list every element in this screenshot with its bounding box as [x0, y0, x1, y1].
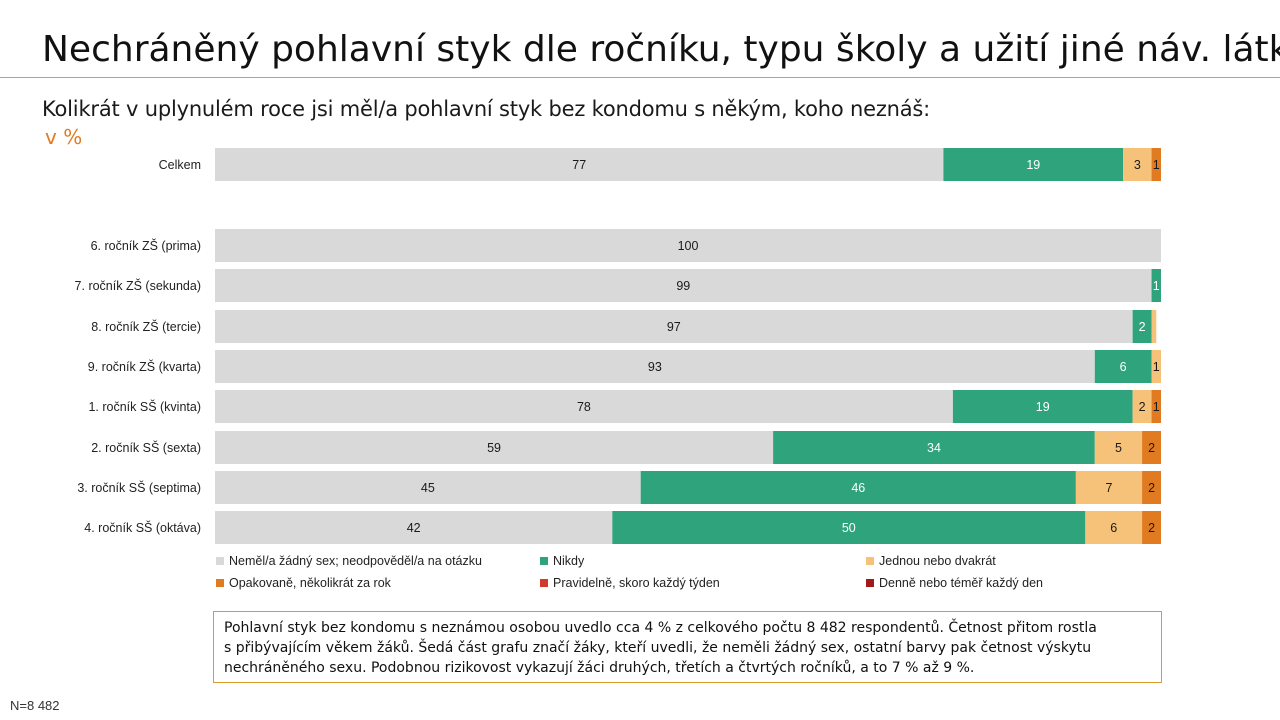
legend-item: Denně nebo téměř každý den — [866, 573, 1043, 593]
data-label: 2 — [1148, 481, 1155, 495]
data-label: 19 — [1026, 158, 1040, 172]
bar-segment — [215, 431, 774, 464]
legend-swatch — [866, 557, 874, 565]
legend-item: Nikdy — [540, 551, 584, 571]
chart-subtitle: Kolikrát v uplynulém roce jsi měl/a pohl… — [42, 97, 931, 121]
legend-item: Jednou nebo dvakrát — [866, 551, 996, 571]
bar-segment — [773, 431, 1095, 464]
category-label: 3. ročník SŠ (septima) — [77, 480, 201, 495]
data-label: 2 — [1139, 400, 1146, 414]
data-label: 5 — [1115, 441, 1122, 455]
data-label: 46 — [851, 481, 865, 495]
page-title: Nechráněný pohlavní styk dle ročníku, ty… — [42, 29, 1280, 70]
bar-segment — [1142, 431, 1161, 464]
note-line-3: nechráněného sexu. Podobnou rizikovost v… — [224, 660, 975, 676]
legend-label: Jednou nebo dvakrát — [879, 554, 996, 568]
bar-segment — [1151, 148, 1161, 181]
bar-segment — [215, 390, 953, 423]
legend-swatch — [866, 579, 874, 587]
data-label: 93 — [648, 360, 662, 374]
data-label: 97 — [667, 320, 681, 334]
category-label: 6. ročník ZŠ (prima) — [91, 238, 201, 253]
category-label: 1. ročník SŠ (kvinta) — [88, 399, 201, 414]
bar-segment — [640, 471, 1076, 504]
legend-swatch — [540, 579, 548, 587]
data-label: 7 — [1105, 481, 1112, 495]
legend-item: Neměl/a žádný sex; neodpověděl/a na otáz… — [216, 551, 482, 571]
data-label: 2 — [1148, 441, 1155, 455]
legend-swatch — [216, 579, 224, 587]
legend-item: Pravidelně, skoro každý týden — [540, 573, 720, 593]
bar-segment — [612, 511, 1086, 544]
data-label: 1 — [1153, 158, 1160, 172]
data-label: 45 — [421, 481, 435, 495]
bar-segment — [215, 148, 944, 181]
data-label: 1 — [1153, 400, 1160, 414]
data-label: 50 — [842, 521, 856, 535]
data-label: 1 — [1153, 360, 1160, 374]
legend-item: Opakovaně, několikrát za rok — [216, 573, 391, 593]
bar-segment — [1151, 269, 1161, 302]
bar-segment — [1094, 350, 1152, 383]
bar-segment — [215, 350, 1095, 383]
bar-segment — [1075, 471, 1143, 504]
data-label: 2 — [1139, 320, 1146, 334]
data-label: 100 — [678, 239, 699, 253]
legend-swatch — [540, 557, 548, 565]
bar-segment — [1132, 390, 1152, 423]
category-label: 4. ročník SŠ (oktáva) — [84, 520, 201, 535]
bar-segment — [1151, 390, 1161, 423]
bar-segment — [215, 471, 641, 504]
legend-label: Pravidelně, skoro každý týden — [553, 576, 720, 590]
title-divider — [0, 77, 1280, 78]
data-label: 59 — [487, 441, 501, 455]
category-label: 9. ročník ZŠ (kvarta) — [88, 359, 201, 374]
bar-segment — [1142, 511, 1161, 544]
bar-segment — [215, 310, 1133, 343]
data-label: 1 — [1153, 279, 1160, 293]
unit-label: v % — [45, 125, 83, 149]
bar-segment — [215, 229, 1161, 262]
data-label: 78 — [577, 400, 591, 414]
data-label: 77 — [572, 158, 586, 172]
category-label: 8. ročník ZŠ (tercie) — [91, 319, 201, 334]
data-label: 2 — [1148, 521, 1155, 535]
legend-label: Nikdy — [553, 554, 585, 568]
bar-segment — [215, 269, 1152, 302]
data-label: 34 — [927, 441, 941, 455]
bar-segment — [215, 511, 613, 544]
data-label: 3 — [1134, 158, 1141, 172]
bar-segment — [1085, 511, 1143, 544]
category-label: Celkem — [159, 158, 201, 172]
bar-segment — [952, 390, 1133, 423]
category-label: 7. ročník ZŠ (sekunda) — [75, 278, 201, 293]
bar-segment — [943, 148, 1124, 181]
category-label: 2. ročník SŠ (sexta) — [91, 440, 201, 455]
note-line-1: Pohlavní styk bez kondomu s neznámou oso… — [224, 620, 1097, 636]
legend-label: Opakovaně, několikrát za rok — [229, 576, 391, 590]
data-label: 6 — [1120, 360, 1127, 374]
bar-segment — [1142, 471, 1161, 504]
bar-segment — [1151, 350, 1161, 383]
data-label: 99 — [676, 279, 690, 293]
note-box: Pohlavní styk bez kondomu s neznámou oso… — [213, 611, 1162, 683]
legend-label: Neměl/a žádný sex; neodpověděl/a na otáz… — [229, 554, 482, 568]
note-line-2: s přibývajícím věkem žáků. Šedá část gra… — [224, 640, 1092, 656]
chart-legend: Neměl/a žádný sex; neodpověděl/a na otáz… — [216, 551, 1176, 595]
legend-label: Denně nebo téměř každý den — [879, 576, 1043, 590]
bar-segment — [1094, 431, 1143, 464]
sample-size-label: N=8 482 — [10, 698, 60, 713]
bar-segment — [1151, 310, 1157, 343]
bar-segment — [1123, 148, 1152, 181]
data-label: 6 — [1110, 521, 1117, 535]
data-label: 42 — [407, 521, 421, 535]
data-label: 19 — [1036, 400, 1050, 414]
legend-swatch — [216, 557, 224, 565]
bar-segment — [1132, 310, 1152, 343]
